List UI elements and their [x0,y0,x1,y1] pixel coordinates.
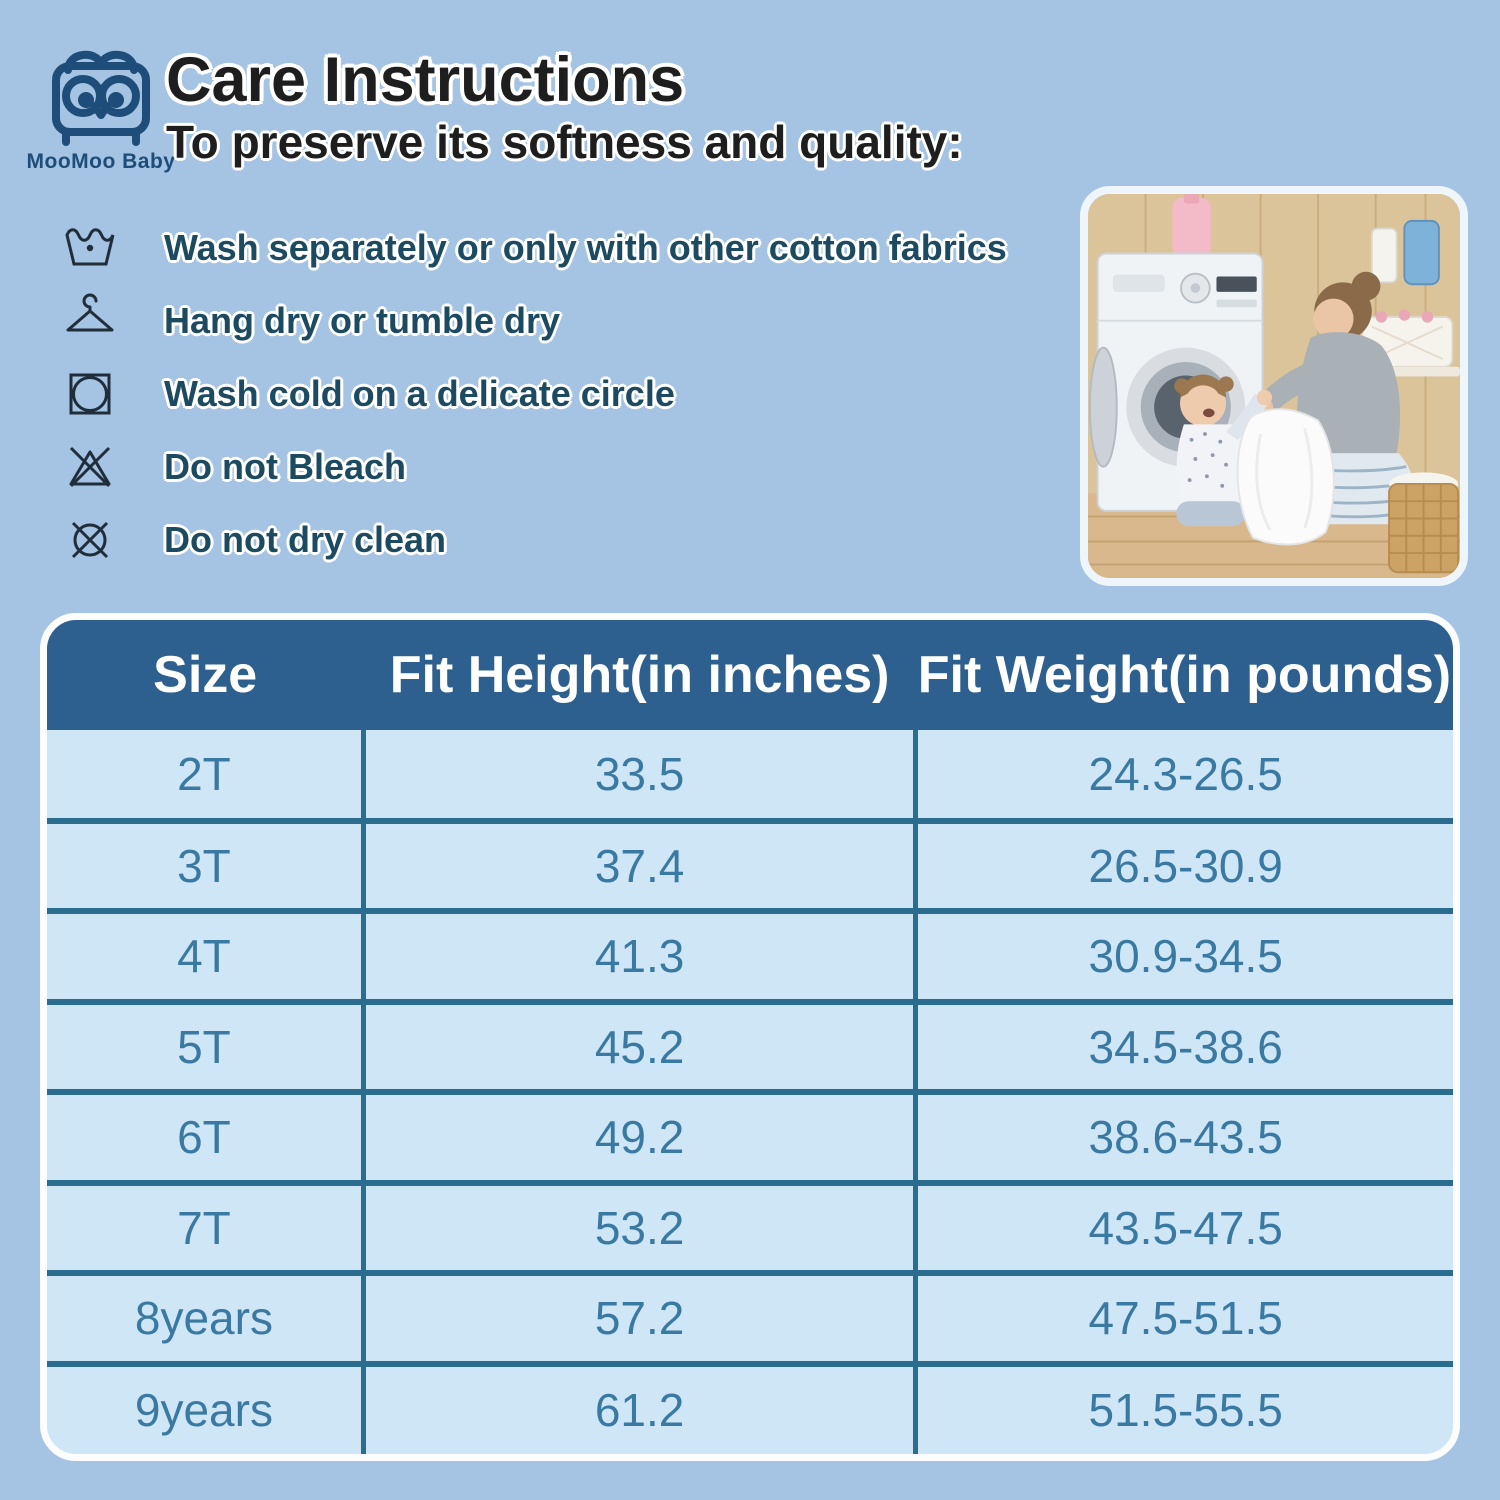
cell-height: 33.5 [360,730,916,821]
title-block: Care Instructions To preserve its softne… [166,48,963,167]
hanger-icon [58,293,122,349]
cell-weight: 30.9-34.5 [913,908,1453,1002]
care-item: Hang dry or tumble dry [58,293,1068,349]
size-chart-header-row: Size Fit Height(in inches) Fit Weight(in… [47,620,1453,730]
column-header-height: Fit Height(in inches) [363,620,916,730]
brand-name: MooMoo Baby [26,150,176,173]
cell-weight: 43.5-47.5 [913,1179,1453,1273]
care-item: Do not Bleach [58,439,1068,495]
wash-tub-icon [58,220,122,276]
cell-weight: 34.5-38.6 [913,998,1453,1092]
table-row: 4T 41.3 30.9-34.5 [47,908,1453,1002]
cell-height: 49.2 [360,1089,916,1183]
cell-size: 5T [47,998,364,1092]
cell-size: 8years [47,1270,364,1364]
cell-height: 41.3 [360,908,916,1002]
column-header-size: Size [47,620,364,730]
table-row: 5T 45.2 34.5-38.6 [47,998,1453,1092]
table-row: 3T 37.4 26.5-30.9 [47,817,1453,911]
table-row: 6T 49.2 38.6-43.5 [47,1089,1453,1183]
do-not-dry-clean-icon [58,512,122,568]
cell-size: 2T [47,730,364,821]
care-item-label: Hang dry or tumble dry [164,300,561,341]
cell-weight: 47.5-51.5 [913,1270,1453,1364]
column-header-weight: Fit Weight(in pounds) [915,620,1453,730]
delicate-cycle-icon [58,366,122,422]
cell-size: 9years [47,1360,364,1454]
size-chart: Size Fit Height(in inches) Fit Weight(in… [40,613,1460,1461]
care-item-label: Wash separately or only with other cotto… [164,227,1007,268]
cell-weight: 51.5-55.5 [913,1360,1453,1454]
cell-height: 57.2 [360,1270,916,1364]
care-item-label: Do not dry clean [164,519,447,560]
do-not-bleach-icon [58,439,122,495]
cell-height: 45.2 [360,998,916,1092]
care-item-label: Wash cold on a delicate circle [164,373,675,414]
table-row: 8years 57.2 47.5-51.5 [47,1270,1453,1364]
size-chart-table: Size Fit Height(in inches) Fit Weight(in… [47,620,1453,1454]
cell-size: 7T [47,1179,364,1273]
table-row: 2T 33.5 24.3-26.5 [47,730,1453,821]
care-item: Wash separately or only with other cotto… [58,220,1068,276]
care-item: Do not dry clean [58,512,1068,568]
cell-weight: 26.5-30.9 [913,817,1453,911]
cell-size: 3T [47,817,364,911]
care-item-label: Do not Bleach [164,446,407,487]
cell-weight: 38.6-43.5 [913,1089,1453,1183]
laundry-photo-illustration [1088,194,1460,578]
page-title: Care Instructions [166,45,685,115]
care-item: Wash cold on a delicate circle [58,366,1068,422]
cell-size: 6T [47,1089,364,1183]
page-subtitle: To preserve its softness and quality: [166,116,963,169]
cell-height: 37.4 [360,817,916,911]
cell-size: 4T [47,908,364,1002]
cell-height: 61.2 [360,1360,916,1454]
owl-logo-icon [52,51,150,146]
laundry-photo [1080,186,1468,586]
care-instructions-list: Wash separately or only with other cotto… [58,220,1068,585]
table-row: 9years 61.2 51.5-55.5 [47,1360,1453,1454]
cell-height: 53.2 [360,1179,916,1273]
cell-weight: 24.3-26.5 [913,730,1453,821]
brand-logo: MooMoo Baby [26,44,176,174]
table-row: 7T 53.2 43.5-47.5 [47,1179,1453,1273]
